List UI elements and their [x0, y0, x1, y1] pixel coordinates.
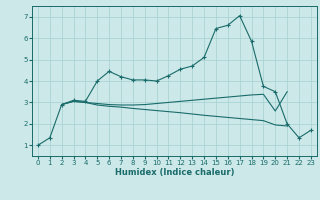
- X-axis label: Humidex (Indice chaleur): Humidex (Indice chaleur): [115, 168, 234, 177]
